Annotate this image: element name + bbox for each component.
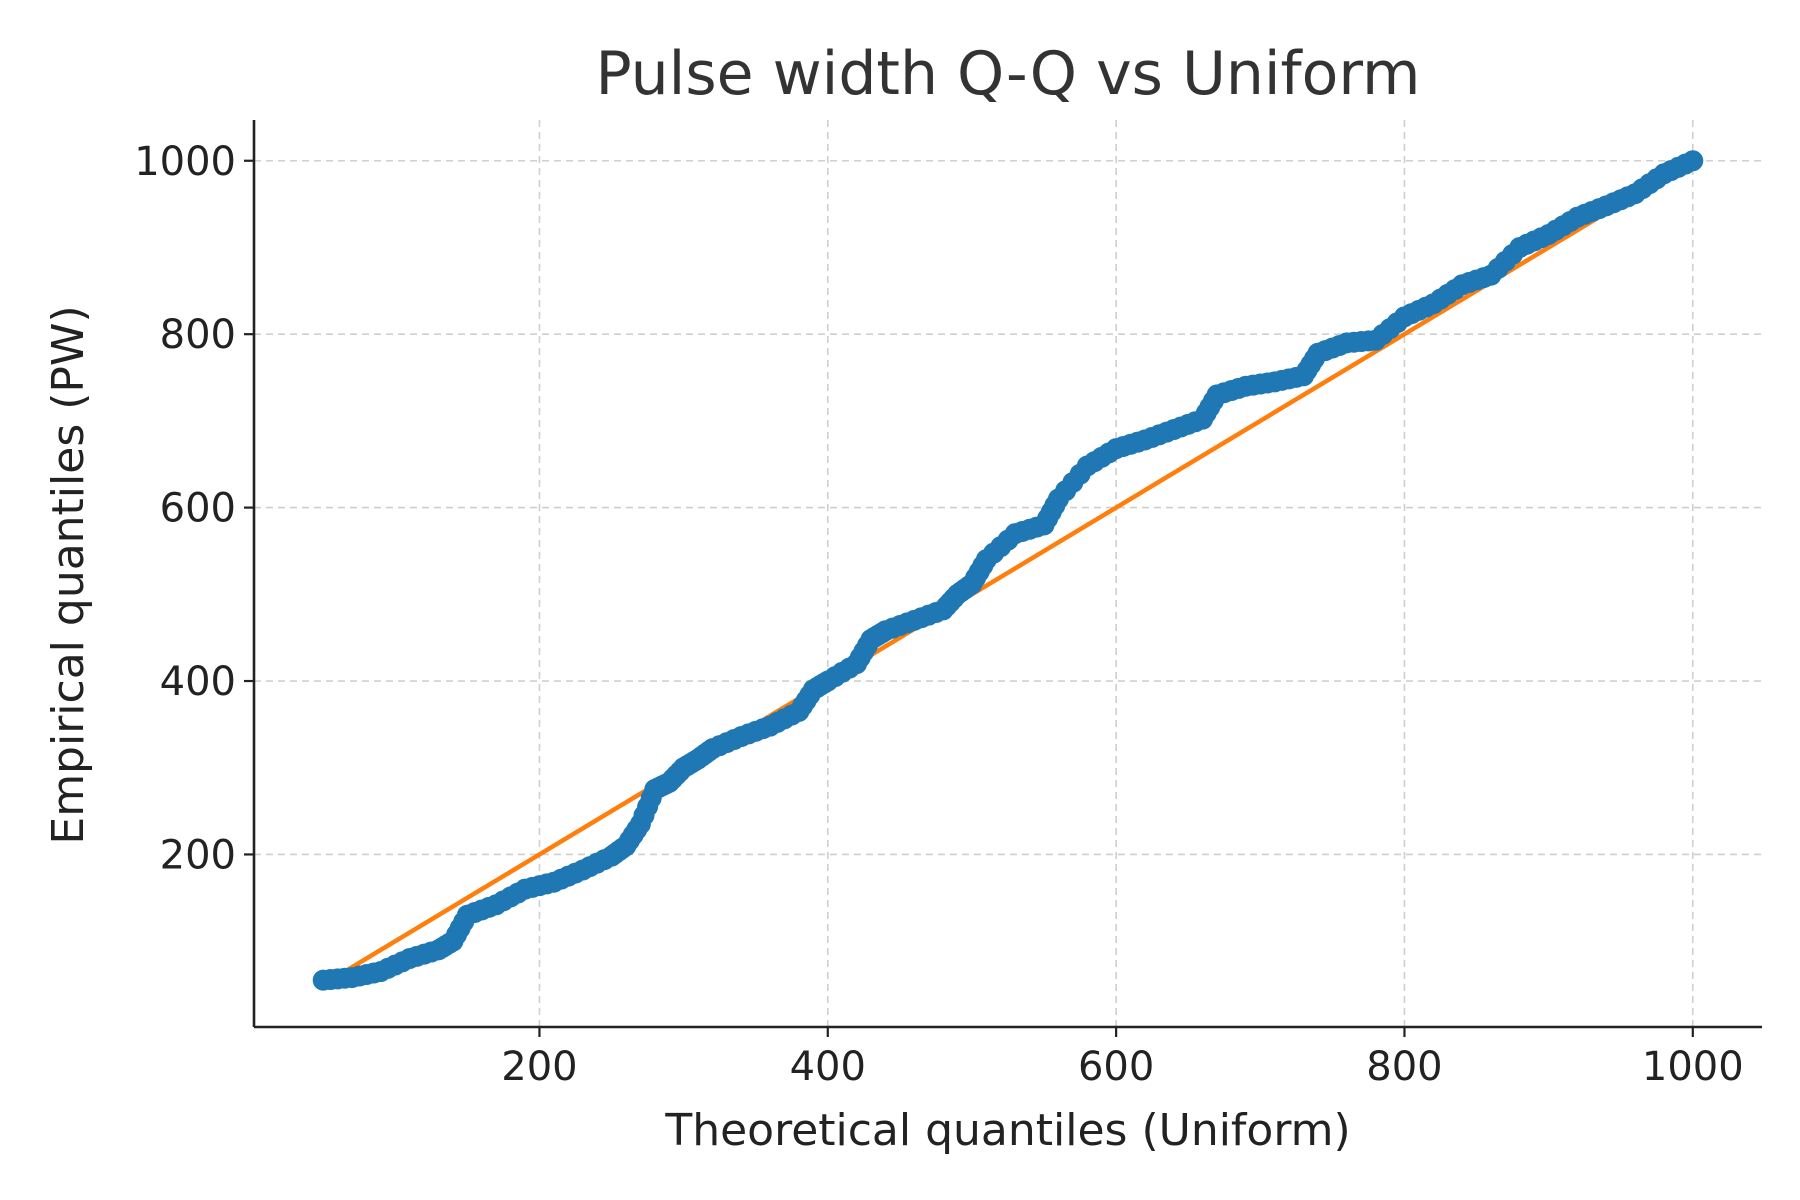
x-tick-label: 600: [1078, 1044, 1154, 1090]
x-tick-label: 1000: [1642, 1044, 1744, 1090]
y-tick-label: 200: [160, 832, 236, 878]
reference-line-path: [320, 158, 1696, 987]
x-tick-label: 400: [790, 1044, 866, 1090]
data-point: [1682, 150, 1704, 172]
y-tick-label: 800: [160, 312, 236, 358]
ticks: 200 400 600 800 1000 200 400 600 800 1000: [134, 139, 1743, 1090]
reference-line: [320, 158, 1696, 987]
x-tick-label: 800: [1366, 1044, 1442, 1090]
x-axis-label: Theoretical quantiles (Uniform): [664, 1105, 1350, 1156]
data-points: [312, 150, 1704, 991]
y-tick-label: 600: [160, 486, 236, 532]
y-tick-label: 400: [160, 659, 236, 705]
x-tick-label: 200: [501, 1044, 577, 1090]
y-axis-label: Empirical quantiles (PW): [43, 305, 94, 844]
chart-title: Pulse width Q-Q vs Uniform: [596, 39, 1421, 109]
y-tick-label: 1000: [134, 139, 236, 185]
